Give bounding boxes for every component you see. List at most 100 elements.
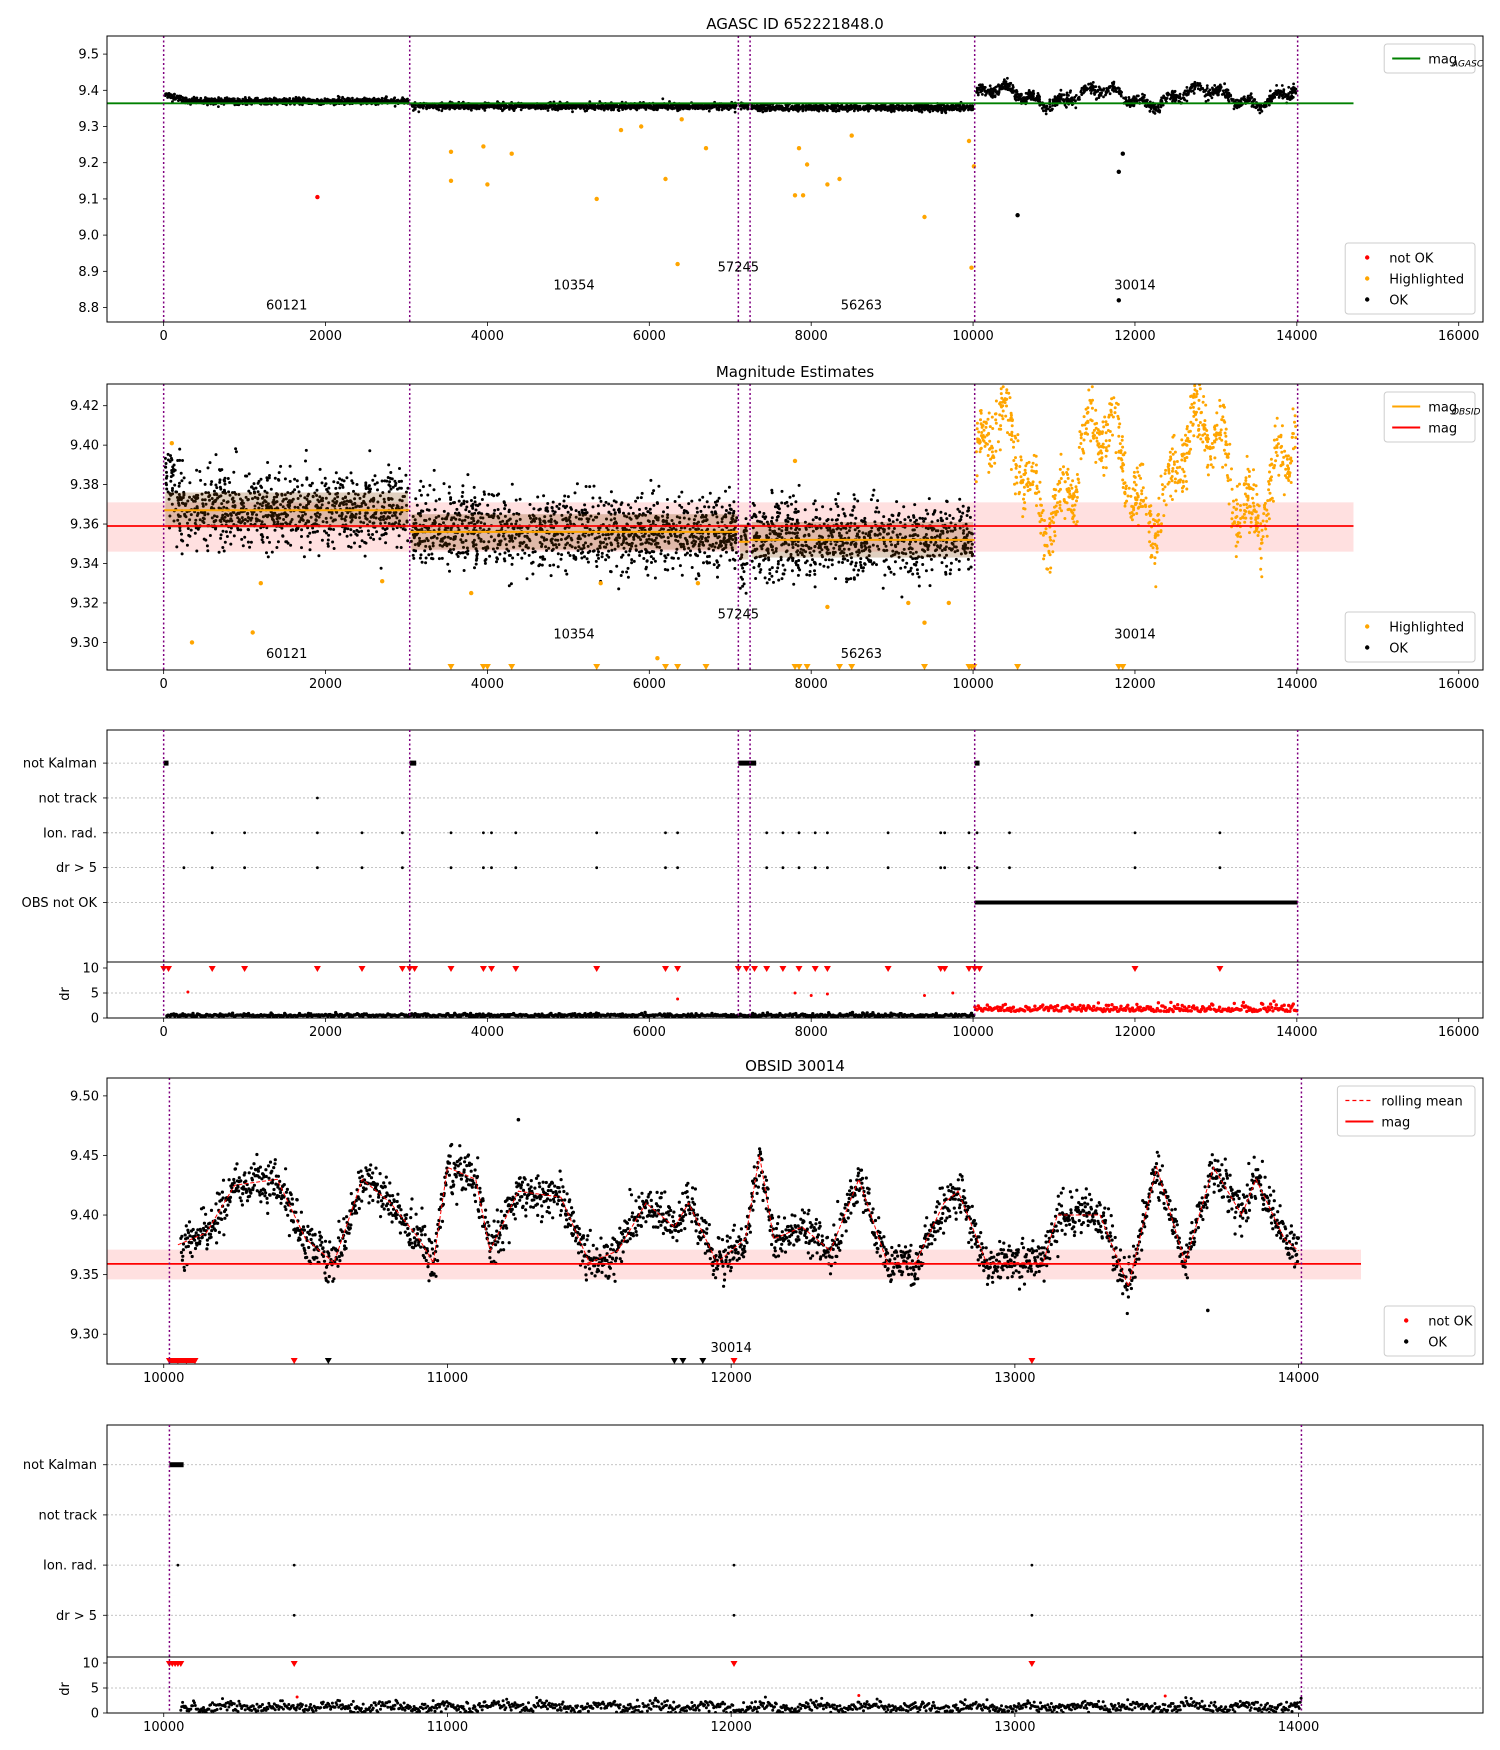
ok-point	[166, 452, 170, 456]
ok-point	[705, 103, 709, 107]
ok-point	[406, 99, 410, 103]
ok-point	[372, 537, 376, 541]
ok-point	[1148, 109, 1152, 113]
ok-point	[259, 526, 263, 530]
ok-point	[719, 105, 722, 108]
ok-point	[379, 511, 383, 515]
ok-point	[1205, 84, 1209, 87]
ok-point	[304, 448, 308, 452]
ok-point	[398, 99, 402, 103]
ok-point	[396, 487, 399, 491]
ok-point	[1144, 100, 1148, 103]
ok-point	[1112, 86, 1115, 89]
ok-point	[284, 515, 288, 519]
ok-point	[181, 539, 185, 543]
ok-point	[369, 536, 373, 540]
ok-point	[705, 106, 709, 109]
ok-point	[223, 540, 227, 544]
ok-point	[177, 501, 181, 505]
ok-point	[549, 105, 552, 109]
ok-point	[381, 491, 385, 495]
legend-swatch	[1365, 276, 1370, 281]
legend-label: not OK	[1389, 252, 1434, 267]
ok-point	[853, 107, 857, 111]
ok-point	[1284, 93, 1287, 96]
legend-label: Highlighted	[1389, 273, 1464, 288]
ok-point	[791, 105, 794, 109]
ok-point	[953, 107, 956, 110]
ok-point	[382, 497, 386, 501]
ok-point	[847, 108, 851, 112]
ok-point	[666, 108, 670, 111]
ok-point	[1246, 96, 1250, 99]
x-tick-label: 16000	[1438, 329, 1479, 344]
ok-point	[571, 110, 574, 114]
ok-point	[260, 99, 264, 103]
ok-point	[341, 497, 345, 501]
ok-point	[188, 481, 192, 485]
ok-point	[281, 534, 285, 538]
ok-point	[210, 97, 213, 101]
ok-point	[195, 468, 199, 472]
ok-point	[373, 482, 377, 486]
ok-point	[1008, 82, 1012, 85]
ok-point	[362, 495, 366, 498]
ok-point	[1111, 83, 1115, 86]
ok-point	[326, 490, 330, 494]
legend-swatch	[1365, 297, 1370, 302]
ok-point	[1221, 89, 1225, 93]
data-point	[509, 151, 514, 156]
ok-point	[560, 104, 563, 108]
ok-point	[726, 107, 729, 110]
ok-point	[242, 99, 245, 103]
ok-point	[302, 555, 306, 559]
ok-point	[1067, 94, 1070, 97]
ok-point	[247, 489, 251, 493]
ok-point	[729, 106, 732, 110]
ok-point	[666, 103, 670, 107]
ok-point	[1149, 107, 1153, 110]
ok-point	[307, 492, 311, 496]
ok-point	[1210, 91, 1214, 94]
ok-point	[393, 513, 397, 517]
ok-point	[1094, 90, 1098, 93]
ok-point	[1032, 89, 1035, 93]
ok-point	[919, 105, 923, 109]
ok-point	[399, 486, 403, 490]
ok-point	[739, 107, 743, 111]
ok-point	[1070, 96, 1074, 100]
ok-point	[416, 104, 420, 108]
ok-point	[473, 105, 477, 108]
ok-point	[349, 545, 353, 549]
ok-point	[293, 477, 297, 481]
ok-point	[950, 108, 954, 112]
data-point	[800, 193, 806, 198]
ok-point	[1278, 91, 1281, 95]
ok-point	[207, 491, 210, 495]
ok-point	[391, 485, 395, 489]
ok-point	[912, 105, 916, 109]
ok-point	[327, 486, 331, 490]
ok-point	[1270, 96, 1274, 99]
obsid-label: 30014	[1114, 278, 1155, 293]
ok-point	[1185, 99, 1189, 103]
ok-point	[975, 90, 979, 94]
ok-point	[228, 530, 232, 534]
y-tick-label: 8.8	[78, 301, 99, 316]
ok-point	[1133, 95, 1136, 99]
ok-point	[402, 97, 406, 101]
ok-point	[277, 471, 281, 475]
data-point	[485, 182, 490, 187]
ok-point	[350, 479, 354, 483]
ok-point	[1292, 90, 1296, 93]
ok-point	[1108, 86, 1112, 89]
ok-point	[1223, 82, 1226, 86]
ok-point	[746, 107, 750, 111]
series-not-ok	[315, 194, 320, 200]
ok-point	[802, 105, 806, 109]
ok-point	[391, 100, 395, 103]
ok-point	[1152, 107, 1156, 111]
ok-point	[1073, 95, 1077, 99]
y-tick-label: 8.9	[78, 265, 99, 280]
ok-point	[877, 106, 881, 109]
